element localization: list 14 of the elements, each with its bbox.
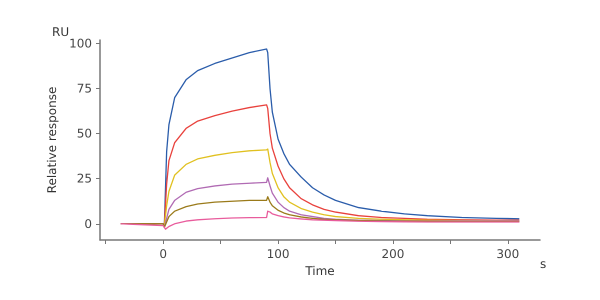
y-tick-label: 75 <box>76 82 92 96</box>
x-tick-label: 100 <box>266 247 290 261</box>
x-tick-label: 300 <box>496 247 520 261</box>
line-series <box>120 210 520 230</box>
x-axis-title: Time <box>304 264 335 278</box>
x-tick-label: 0 <box>159 247 168 261</box>
text: s <box>540 257 546 271</box>
y-tick-label: 25 <box>76 172 92 186</box>
y-tick-label: 0 <box>84 216 92 231</box>
y-tick-label: 50 <box>76 126 92 141</box>
x-tick-label: 200 <box>381 247 404 261</box>
y-axis-title: Relative response <box>45 86 60 194</box>
y-tick-label: 100 <box>69 36 92 51</box>
text: RU <box>52 25 70 39</box>
